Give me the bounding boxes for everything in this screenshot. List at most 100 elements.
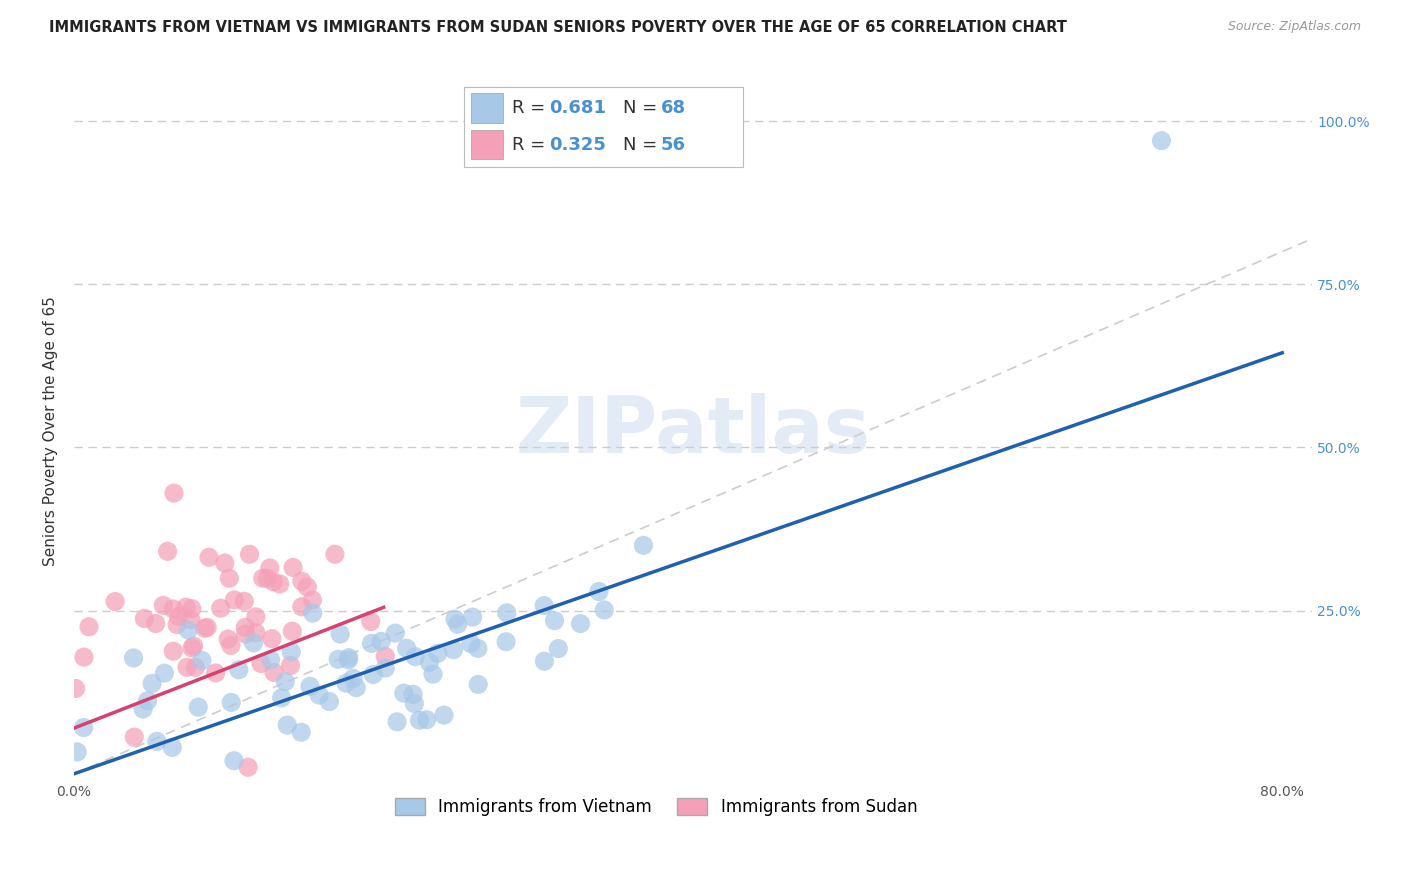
Point xyxy=(392,686,415,700)
Point xyxy=(547,641,569,656)
Point xyxy=(422,667,444,681)
Point xyxy=(1150,134,1173,148)
Point xyxy=(245,609,267,624)
Point xyxy=(269,577,291,591)
Point xyxy=(122,730,145,744)
Point xyxy=(156,544,179,558)
Point xyxy=(276,718,298,732)
Text: Source: ZipAtlas.com: Source: ZipAtlas.com xyxy=(1227,20,1361,33)
Point xyxy=(224,592,246,607)
Point xyxy=(281,560,304,574)
Point xyxy=(298,679,321,693)
Point xyxy=(262,574,284,589)
Point xyxy=(77,620,100,634)
Point xyxy=(385,714,408,729)
Point xyxy=(233,594,256,608)
Point xyxy=(467,677,489,691)
Point xyxy=(162,602,184,616)
Point xyxy=(270,690,292,705)
Point xyxy=(374,649,396,664)
Point xyxy=(176,660,198,674)
Point xyxy=(214,556,236,570)
Point xyxy=(281,624,304,639)
Point xyxy=(495,606,517,620)
Point xyxy=(344,681,367,695)
Point xyxy=(404,649,426,664)
Point xyxy=(291,574,314,589)
Point xyxy=(259,561,281,575)
Point xyxy=(238,547,260,561)
Point xyxy=(260,632,283,646)
Point xyxy=(166,617,188,632)
Point xyxy=(256,571,278,585)
Point xyxy=(446,617,468,632)
Point xyxy=(177,623,200,637)
Point xyxy=(73,650,96,665)
Point xyxy=(250,657,273,671)
Point xyxy=(361,667,384,681)
Point xyxy=(252,571,274,585)
Point xyxy=(236,760,259,774)
Point xyxy=(318,695,340,709)
Point xyxy=(328,652,350,666)
Y-axis label: Seniors Poverty Over the Age of 65: Seniors Poverty Over the Age of 65 xyxy=(44,296,58,566)
Point xyxy=(467,641,489,656)
Point xyxy=(543,614,565,628)
Point xyxy=(174,600,197,615)
Point xyxy=(219,639,242,653)
Point xyxy=(337,653,360,667)
Point xyxy=(242,636,264,650)
Point xyxy=(181,640,204,655)
Point xyxy=(360,636,382,650)
Point xyxy=(291,599,314,614)
Point xyxy=(337,650,360,665)
Point xyxy=(209,601,232,615)
Point xyxy=(633,538,655,552)
Point xyxy=(233,620,256,634)
Point xyxy=(593,603,616,617)
Point xyxy=(569,616,592,631)
Point xyxy=(329,627,352,641)
Point xyxy=(187,700,209,714)
Point xyxy=(374,661,396,675)
Point xyxy=(415,713,437,727)
Point xyxy=(533,599,555,613)
Point xyxy=(290,725,312,739)
Point xyxy=(104,594,127,608)
Point xyxy=(533,654,555,668)
Point xyxy=(153,666,176,681)
Point xyxy=(198,550,221,565)
Point xyxy=(461,610,484,624)
Text: ZIPatlas: ZIPatlas xyxy=(516,393,870,469)
Point xyxy=(297,580,319,594)
Point xyxy=(274,674,297,689)
Point xyxy=(204,665,226,680)
Point xyxy=(180,601,202,615)
Point xyxy=(444,612,467,626)
Point xyxy=(218,571,240,585)
Point xyxy=(66,745,89,759)
Point xyxy=(245,625,267,640)
Point xyxy=(180,613,202,627)
Point xyxy=(342,672,364,686)
Point xyxy=(259,653,281,667)
Point xyxy=(145,616,167,631)
Point xyxy=(141,676,163,690)
Point xyxy=(370,634,392,648)
Point xyxy=(228,663,250,677)
Point xyxy=(460,636,482,650)
Point xyxy=(443,642,465,657)
Point xyxy=(408,713,430,727)
Point xyxy=(146,734,169,748)
Point xyxy=(191,653,214,667)
Point xyxy=(404,697,426,711)
Point xyxy=(72,721,94,735)
Text: IMMIGRANTS FROM VIETNAM VS IMMIGRANTS FROM SUDAN SENIORS POVERTY OVER THE AGE OF: IMMIGRANTS FROM VIETNAM VS IMMIGRANTS FR… xyxy=(49,20,1067,35)
Point xyxy=(122,651,145,665)
Point xyxy=(134,611,156,625)
Point xyxy=(219,696,242,710)
Point xyxy=(217,632,239,646)
Point xyxy=(263,665,285,680)
Point xyxy=(162,740,184,755)
Point xyxy=(184,660,207,674)
